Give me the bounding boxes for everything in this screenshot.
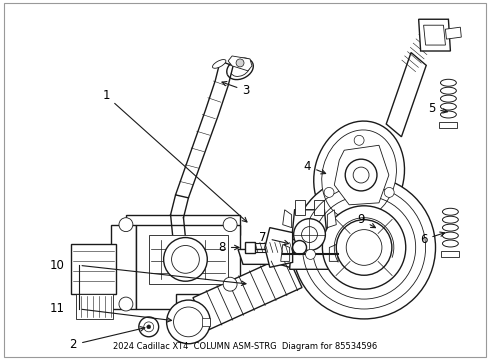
Circle shape [236, 59, 244, 67]
Circle shape [164, 238, 207, 281]
Circle shape [324, 188, 334, 197]
Circle shape [346, 230, 382, 265]
Circle shape [322, 206, 406, 289]
Ellipse shape [441, 95, 456, 102]
Polygon shape [136, 225, 240, 309]
Polygon shape [193, 255, 302, 330]
Text: 8: 8 [219, 241, 239, 254]
Ellipse shape [442, 240, 458, 247]
Circle shape [306, 249, 316, 260]
Circle shape [301, 227, 318, 243]
Ellipse shape [314, 121, 405, 229]
Ellipse shape [441, 79, 456, 86]
Text: 1: 1 [102, 89, 247, 222]
Circle shape [293, 176, 436, 319]
Polygon shape [281, 244, 290, 261]
Text: 2024 Cadillac XT4  COLUMN ASM-STRG  Diagram for 85534596: 2024 Cadillac XT4 COLUMN ASM-STRG Diagra… [113, 342, 377, 351]
Polygon shape [386, 53, 426, 137]
Circle shape [119, 218, 133, 231]
Polygon shape [290, 239, 329, 269]
Text: 4: 4 [304, 159, 326, 174]
Polygon shape [111, 225, 136, 309]
Polygon shape [175, 61, 233, 198]
Text: 3: 3 [222, 81, 250, 97]
Polygon shape [238, 249, 285, 264]
Polygon shape [327, 210, 336, 228]
Ellipse shape [441, 111, 456, 118]
Polygon shape [202, 318, 210, 326]
Polygon shape [126, 215, 240, 235]
Polygon shape [315, 200, 324, 215]
Polygon shape [228, 56, 252, 71]
Circle shape [223, 277, 237, 291]
Text: 7: 7 [259, 231, 289, 245]
Ellipse shape [442, 216, 458, 223]
Ellipse shape [441, 87, 456, 94]
Text: 10: 10 [49, 259, 64, 272]
Circle shape [384, 188, 394, 197]
Circle shape [354, 135, 364, 145]
Polygon shape [424, 25, 445, 45]
Circle shape [147, 325, 151, 329]
Circle shape [345, 159, 377, 191]
Circle shape [172, 246, 199, 273]
Circle shape [139, 317, 159, 337]
Polygon shape [334, 145, 389, 205]
Ellipse shape [441, 103, 456, 110]
Circle shape [223, 218, 237, 231]
Circle shape [293, 240, 307, 255]
Polygon shape [294, 200, 305, 215]
Ellipse shape [322, 130, 396, 220]
Polygon shape [445, 27, 461, 39]
Text: 11: 11 [49, 302, 65, 315]
Polygon shape [76, 294, 113, 319]
Ellipse shape [442, 224, 458, 231]
Text: 2: 2 [70, 327, 145, 351]
Text: 9: 9 [357, 213, 375, 228]
Circle shape [336, 220, 392, 275]
Polygon shape [418, 19, 450, 51]
Polygon shape [245, 242, 255, 253]
Polygon shape [280, 247, 294, 267]
Circle shape [119, 297, 133, 311]
Polygon shape [149, 235, 228, 284]
Text: 5: 5 [428, 102, 447, 115]
Circle shape [294, 219, 325, 251]
Polygon shape [265, 228, 293, 267]
Polygon shape [440, 122, 457, 129]
Polygon shape [329, 244, 338, 261]
Polygon shape [292, 210, 327, 239]
Ellipse shape [213, 59, 226, 68]
Ellipse shape [442, 232, 458, 239]
Polygon shape [441, 251, 459, 257]
Polygon shape [72, 244, 116, 294]
Ellipse shape [442, 208, 458, 215]
Circle shape [353, 167, 369, 183]
Polygon shape [283, 210, 292, 228]
Circle shape [167, 300, 210, 344]
Text: 6: 6 [420, 232, 444, 246]
